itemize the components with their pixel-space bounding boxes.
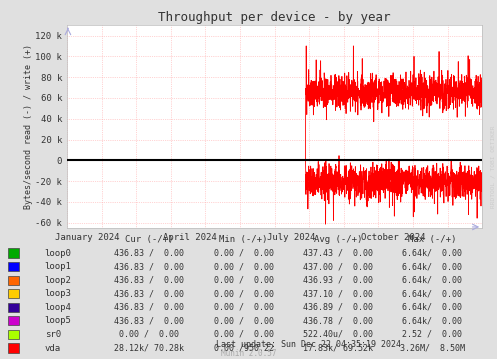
Text: 436.93 /  0.00: 436.93 / 0.00: [303, 276, 373, 285]
Text: 2.52 /  0.00: 2.52 / 0.00: [403, 330, 462, 339]
Text: loop4: loop4: [45, 303, 72, 312]
Text: 17.83k/ 69.52k: 17.83k/ 69.52k: [303, 344, 373, 353]
Text: 6.64k/  0.00: 6.64k/ 0.00: [403, 248, 462, 257]
Text: 436.83 /  0.00: 436.83 / 0.00: [114, 303, 184, 312]
FancyBboxPatch shape: [8, 344, 19, 353]
Text: 436.89 /  0.00: 436.89 / 0.00: [303, 303, 373, 312]
Text: loop5: loop5: [45, 316, 72, 325]
FancyBboxPatch shape: [8, 262, 19, 271]
Text: Avg (-/+): Avg (-/+): [314, 235, 362, 244]
Text: 436.83 /  0.00: 436.83 / 0.00: [114, 316, 184, 325]
Text: Max (-/+): Max (-/+): [408, 235, 457, 244]
Text: 0.00 /  0.00: 0.00 / 0.00: [214, 276, 273, 285]
Text: 0.00 /  0.00: 0.00 / 0.00: [119, 330, 179, 339]
Text: 436.83 /  0.00: 436.83 / 0.00: [114, 262, 184, 271]
FancyBboxPatch shape: [8, 276, 19, 285]
Text: sr0: sr0: [45, 330, 61, 339]
Text: vda: vda: [45, 344, 61, 353]
FancyBboxPatch shape: [8, 330, 19, 339]
Text: 436.78 /  0.00: 436.78 / 0.00: [303, 316, 373, 325]
Text: Munin 2.0.57: Munin 2.0.57: [221, 349, 276, 358]
Text: 6.64k/  0.00: 6.64k/ 0.00: [403, 289, 462, 298]
Text: Cur (-/+): Cur (-/+): [125, 235, 173, 244]
Text: 6.64k/  0.00: 6.64k/ 0.00: [403, 276, 462, 285]
Title: Throughput per device - by year: Throughput per device - by year: [159, 11, 391, 24]
Text: loop0: loop0: [45, 248, 72, 257]
Text: 0.00 /  0.00: 0.00 / 0.00: [214, 248, 273, 257]
Text: 522.40u/  0.00: 522.40u/ 0.00: [303, 330, 373, 339]
Text: RRDTOOL / TOBI OETIKER: RRDTOOL / TOBI OETIKER: [491, 126, 496, 208]
Text: 6.64k/  0.00: 6.64k/ 0.00: [403, 262, 462, 271]
Text: 28.12k/ 70.28k: 28.12k/ 70.28k: [114, 344, 184, 353]
Text: 6.64k/  0.00: 6.64k/ 0.00: [403, 303, 462, 312]
FancyBboxPatch shape: [8, 316, 19, 325]
Text: 436.83 /  0.00: 436.83 / 0.00: [114, 248, 184, 257]
Text: 436.83 /  0.00: 436.83 / 0.00: [114, 276, 184, 285]
FancyBboxPatch shape: [8, 289, 19, 298]
Text: 3.26M/  8.50M: 3.26M/ 8.50M: [400, 344, 465, 353]
Text: 436.83 /  0.00: 436.83 / 0.00: [114, 289, 184, 298]
Text: 0.00 /  0.00: 0.00 / 0.00: [214, 262, 273, 271]
Text: 0.00 /  0.00: 0.00 / 0.00: [214, 316, 273, 325]
Text: 0.00 /950.22: 0.00 /950.22: [214, 344, 273, 353]
Text: loop3: loop3: [45, 289, 72, 298]
Y-axis label: Bytes/second read (-) / write (+): Bytes/second read (-) / write (+): [23, 44, 33, 209]
Text: Min (-/+): Min (-/+): [219, 235, 268, 244]
Text: loop1: loop1: [45, 262, 72, 271]
Text: 0.00 /  0.00: 0.00 / 0.00: [214, 303, 273, 312]
Text: Last update: Sun Dec 22 04:35:19 2024: Last update: Sun Dec 22 04:35:19 2024: [216, 340, 401, 349]
Text: 437.43 /  0.00: 437.43 / 0.00: [303, 248, 373, 257]
Text: loop2: loop2: [45, 276, 72, 285]
FancyBboxPatch shape: [8, 303, 19, 312]
Text: 0.00 /  0.00: 0.00 / 0.00: [214, 289, 273, 298]
FancyBboxPatch shape: [8, 248, 19, 257]
Text: 437.10 /  0.00: 437.10 / 0.00: [303, 289, 373, 298]
Text: 6.64k/  0.00: 6.64k/ 0.00: [403, 316, 462, 325]
Text: 0.00 /  0.00: 0.00 / 0.00: [214, 330, 273, 339]
Text: 437.00 /  0.00: 437.00 / 0.00: [303, 262, 373, 271]
